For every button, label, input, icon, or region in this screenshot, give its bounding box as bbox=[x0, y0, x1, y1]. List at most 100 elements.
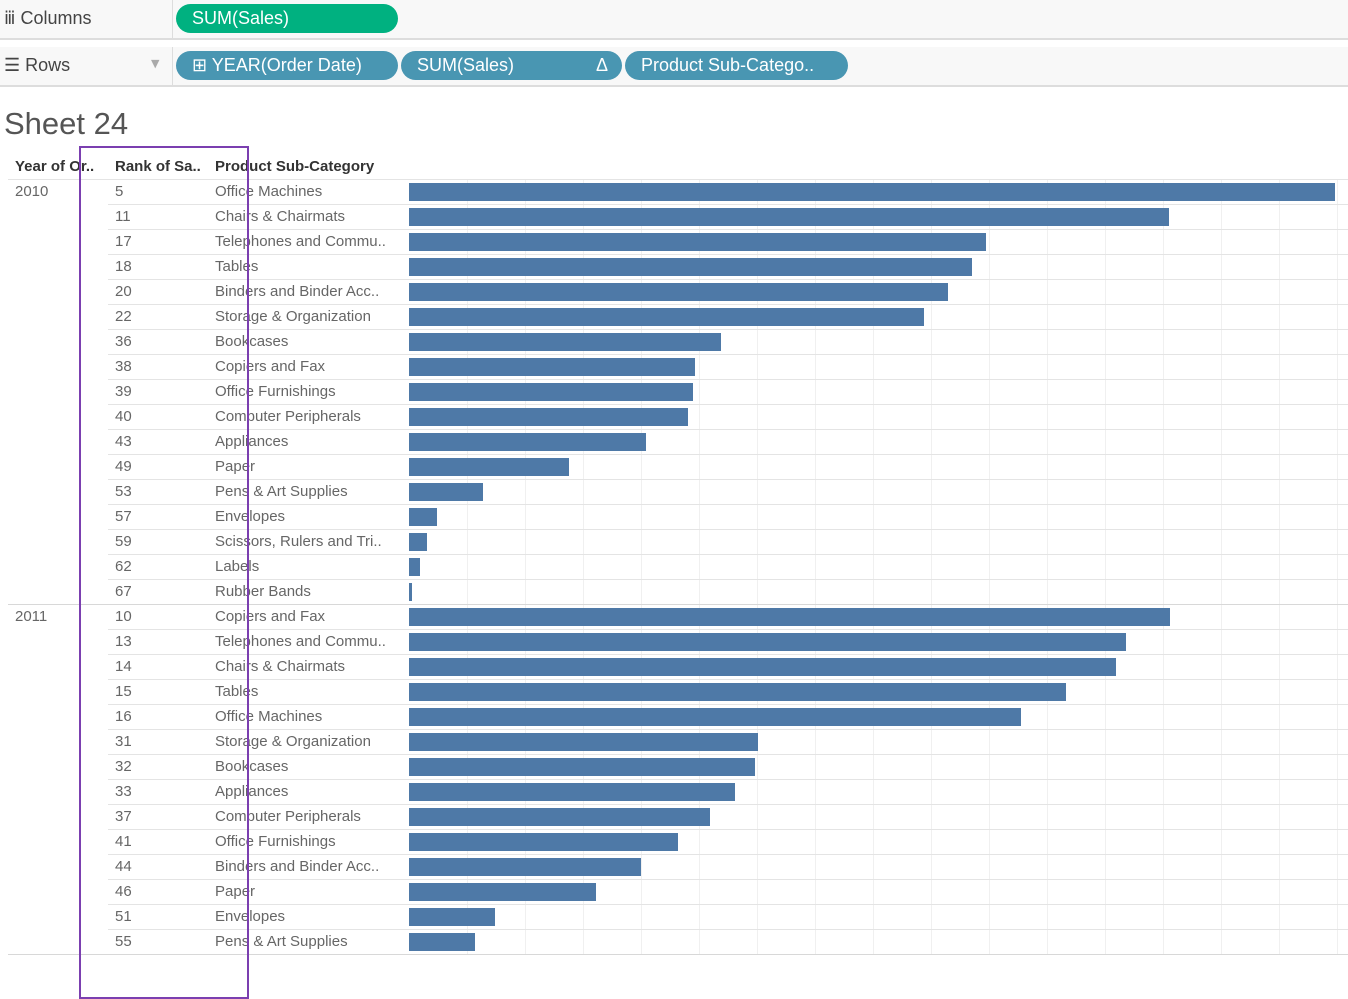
rank-label: 67 bbox=[115, 583, 132, 600]
gridline bbox=[873, 180, 874, 955]
rank-label: 22 bbox=[115, 308, 132, 325]
row-divider bbox=[108, 829, 1348, 830]
divider bbox=[172, 47, 173, 85]
row-divider bbox=[108, 879, 1348, 880]
bar bbox=[409, 208, 1169, 226]
header-rank[interactable]: Rank of Sa.. bbox=[115, 158, 201, 175]
row-divider bbox=[108, 929, 1348, 930]
category-label: Scissors, Rulers and Tri.. bbox=[215, 533, 382, 550]
rank-label: 39 bbox=[115, 383, 132, 400]
rows-dropdown-icon[interactable]: ▼ bbox=[151, 57, 160, 70]
rank-label: 41 bbox=[115, 833, 132, 850]
rank-label: 43 bbox=[115, 433, 132, 450]
category-label: Telephones and Commu.. bbox=[215, 233, 386, 250]
bar bbox=[409, 758, 755, 776]
bar bbox=[409, 658, 1116, 676]
category-label: Storage & Organization bbox=[215, 308, 371, 325]
rows-pill-sub-category[interactable]: Product Sub-Catego.. bbox=[625, 51, 848, 80]
rows-shelf: ☰ Rows ▼ ⊞ YEAR(Order Date) SUM(Sales) Δ … bbox=[0, 47, 1348, 87]
category-label: Envelopes bbox=[215, 908, 286, 925]
rank-label: 11 bbox=[115, 208, 131, 225]
rank-label: 13 bbox=[115, 633, 132, 650]
rows-pill-sum-sales[interactable]: SUM(Sales) Δ bbox=[401, 51, 622, 80]
row-divider bbox=[108, 579, 1348, 580]
rank-label: 59 bbox=[115, 533, 132, 550]
gridline bbox=[1221, 180, 1222, 955]
bar bbox=[409, 358, 695, 376]
rank-label: 51 bbox=[115, 908, 132, 925]
category-label: Copiers and Fax bbox=[215, 608, 326, 625]
row-divider bbox=[108, 704, 1348, 705]
rank-label: 14 bbox=[115, 658, 132, 675]
row-divider bbox=[108, 279, 1348, 280]
category-label: Paper bbox=[215, 883, 256, 900]
gridline bbox=[641, 180, 642, 955]
rank-label: 31 bbox=[115, 733, 132, 750]
rows-pill-year[interactable]: ⊞ YEAR(Order Date) bbox=[176, 51, 398, 80]
bar bbox=[409, 183, 1335, 201]
gridline bbox=[931, 180, 932, 955]
bar bbox=[409, 433, 646, 451]
row-divider bbox=[108, 229, 1348, 230]
divider bbox=[172, 0, 173, 38]
bar bbox=[409, 708, 1021, 726]
category-label: Appliances bbox=[215, 783, 289, 800]
rank-label: 37 bbox=[115, 808, 132, 825]
bar bbox=[409, 683, 1066, 701]
rank-label: 38 bbox=[115, 358, 132, 375]
gridline bbox=[757, 180, 758, 955]
rank-label: 62 bbox=[115, 558, 132, 575]
category-label: Binders and Binder Acc.. bbox=[215, 858, 380, 875]
category-label: Office Furnishings bbox=[215, 833, 336, 850]
row-divider bbox=[108, 429, 1348, 430]
row-divider bbox=[108, 854, 1348, 855]
category-label: Computer Peripherals bbox=[215, 808, 361, 825]
header-divider bbox=[8, 179, 1348, 180]
gridline bbox=[815, 180, 816, 955]
gridline bbox=[1279, 180, 1280, 955]
gridline bbox=[1105, 180, 1106, 955]
bar bbox=[409, 533, 427, 551]
category-label: Computer Peripherals bbox=[215, 408, 361, 425]
category-label: Telephones and Commu.. bbox=[215, 633, 386, 650]
rank-label: 36 bbox=[115, 333, 132, 350]
row-divider bbox=[108, 354, 1348, 355]
expand-icon: ⊞ bbox=[192, 55, 208, 75]
bar bbox=[409, 633, 1126, 651]
bar bbox=[409, 933, 475, 951]
rank-label: 33 bbox=[115, 783, 132, 800]
row-divider bbox=[108, 254, 1348, 255]
columns-label: ⅲ Columns bbox=[4, 8, 92, 28]
bar bbox=[409, 833, 678, 851]
category-label: Storage & Organization bbox=[215, 733, 371, 750]
row-divider bbox=[108, 654, 1348, 655]
sheet-title: Sheet 24 bbox=[4, 106, 129, 141]
gridline bbox=[583, 180, 584, 955]
columns-pill-sum-sales[interactable]: SUM(Sales) bbox=[176, 4, 398, 33]
category-label: Office Machines bbox=[215, 183, 323, 200]
bar bbox=[409, 408, 688, 426]
rank-label: 18 bbox=[115, 258, 132, 275]
rank-label: 57 bbox=[115, 508, 132, 525]
row-divider bbox=[108, 504, 1348, 505]
row-divider bbox=[108, 379, 1348, 380]
row-divider bbox=[108, 904, 1348, 905]
gridline bbox=[989, 180, 990, 955]
rank-label: 55 bbox=[115, 933, 132, 950]
highlight-rectangle bbox=[79, 146, 249, 999]
bar bbox=[409, 283, 948, 301]
bar bbox=[409, 883, 596, 901]
header-year[interactable]: Year of Or.. bbox=[15, 158, 95, 175]
bar bbox=[409, 458, 569, 476]
group-divider bbox=[8, 604, 1348, 605]
rank-label: 5 bbox=[115, 183, 124, 200]
row-divider bbox=[108, 454, 1348, 455]
year-label: 2010 bbox=[15, 183, 49, 200]
header-sub-category[interactable]: Product Sub-Category bbox=[215, 158, 375, 175]
rank-label: 32 bbox=[115, 758, 132, 775]
rank-label: 44 bbox=[115, 858, 132, 875]
rows-label: ☰ Rows bbox=[4, 55, 71, 75]
row-divider bbox=[108, 529, 1348, 530]
bar bbox=[409, 733, 758, 751]
category-label: Office Machines bbox=[215, 708, 323, 725]
